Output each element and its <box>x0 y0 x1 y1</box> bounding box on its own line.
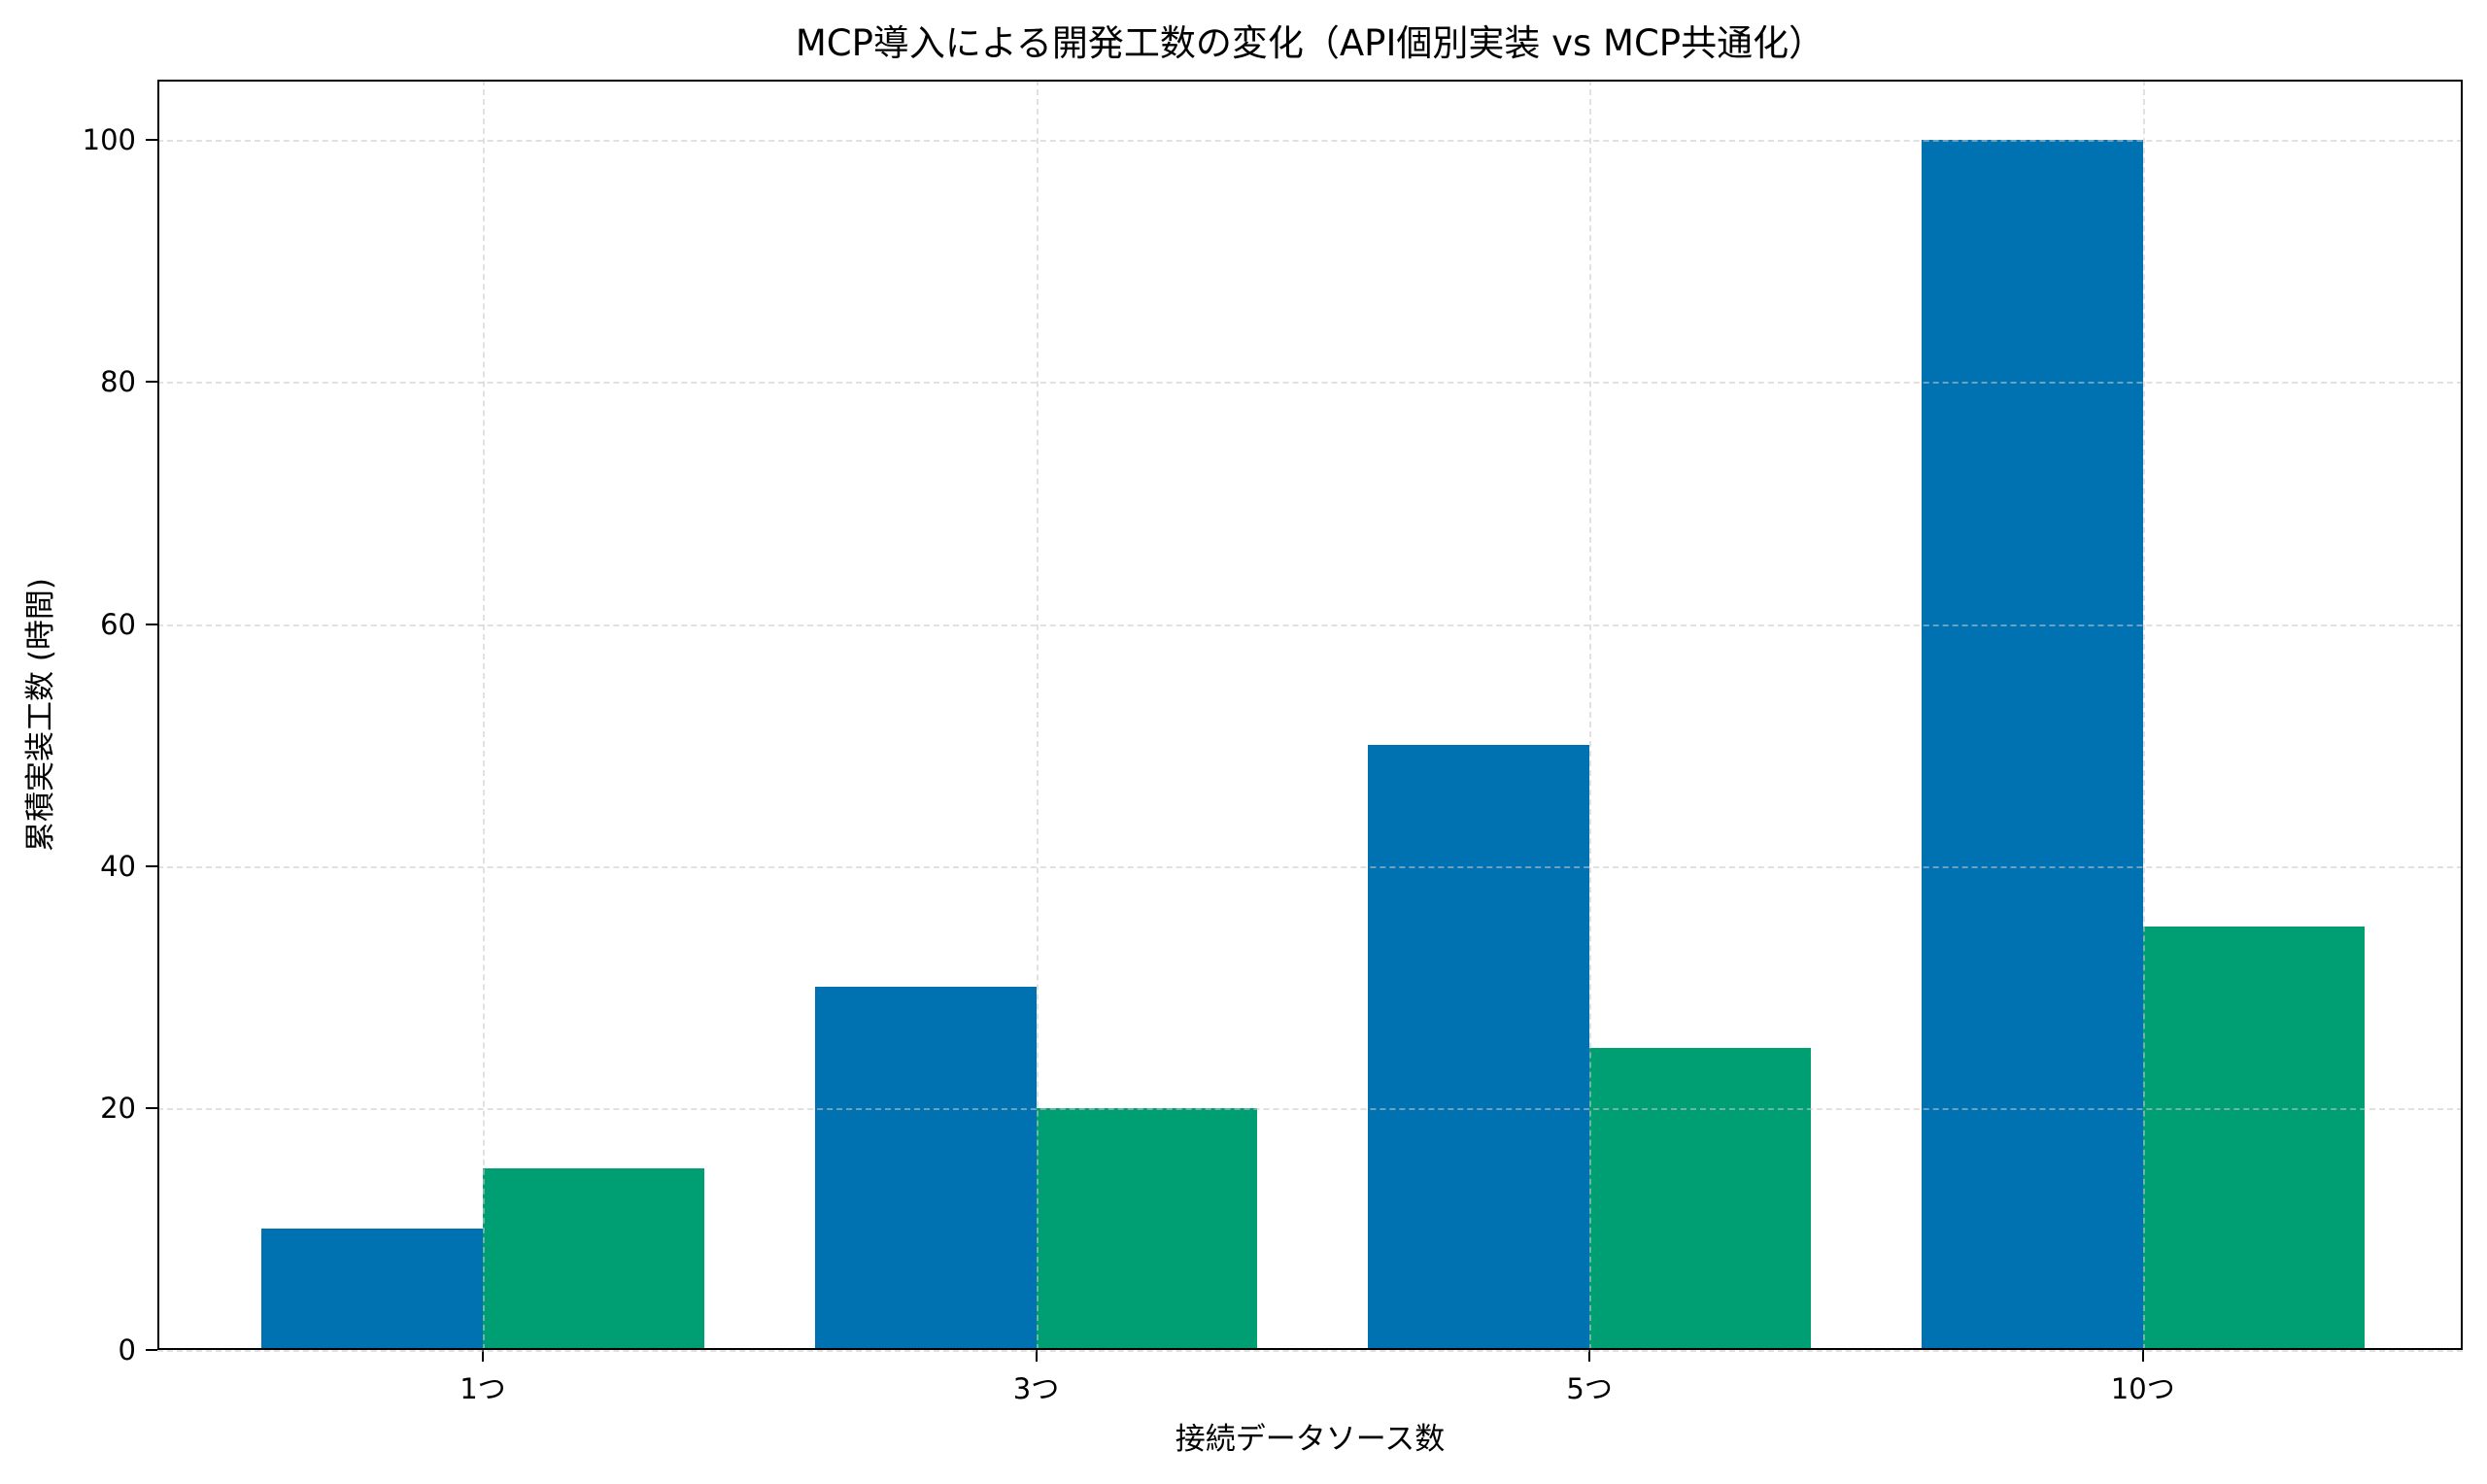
x-tick <box>481 1350 484 1362</box>
x-tick <box>1035 1350 1038 1362</box>
y-tick <box>146 623 157 625</box>
y-tick <box>146 139 157 142</box>
y-tick-label: 60 <box>100 607 136 641</box>
bar-mcp-2 <box>1589 1047 1811 1350</box>
gridline-v <box>1036 80 1039 1350</box>
plot-area <box>146 80 2463 1362</box>
y-tick-label: 100 <box>82 123 136 157</box>
y-tick-label: 0 <box>118 1333 136 1366</box>
gridline-h <box>157 624 2463 626</box>
bar-mcp-3 <box>2142 927 2365 1350</box>
x-tick-label: 10つ <box>2110 1372 2175 1405</box>
gridline-h <box>157 865 2463 868</box>
bar-api-0 <box>261 1229 483 1350</box>
y-tick-label: 80 <box>100 365 136 399</box>
y-tick <box>146 864 157 867</box>
bar-mcp-0 <box>482 1168 704 1350</box>
x-tick-label: 3つ <box>1012 1372 1060 1405</box>
y-tick <box>146 381 157 384</box>
y-tick-label: 40 <box>100 849 136 883</box>
bar-mcp-1 <box>1036 1107 1258 1350</box>
x-tick-label: 5つ <box>1566 1372 1613 1405</box>
gridline-v <box>1589 80 1592 1350</box>
bar-api-1 <box>814 987 1037 1350</box>
y-tick <box>146 1106 157 1109</box>
gridline-h <box>157 140 2463 143</box>
gridline-h <box>157 1107 2463 1110</box>
x-tick-label: 1つ <box>460 1372 506 1405</box>
x-tick <box>2141 1350 2144 1362</box>
gridline-v <box>2142 80 2145 1350</box>
y-tick <box>146 1349 157 1351</box>
gridline-h <box>157 382 2463 385</box>
y-tick-label: 20 <box>100 1091 136 1125</box>
gridline-h <box>157 1350 2463 1352</box>
bar-api-2 <box>1368 745 1590 1350</box>
x-tick <box>1588 1350 1591 1362</box>
bar-api-3 <box>1921 140 2143 1350</box>
x-axis-label: 接続データソース数 <box>1175 1422 1446 1457</box>
gridline-v <box>482 80 485 1350</box>
chart-title: MCP導入による開発工数の変化（API個別実装 vs MCP共通化） <box>795 22 1825 64</box>
